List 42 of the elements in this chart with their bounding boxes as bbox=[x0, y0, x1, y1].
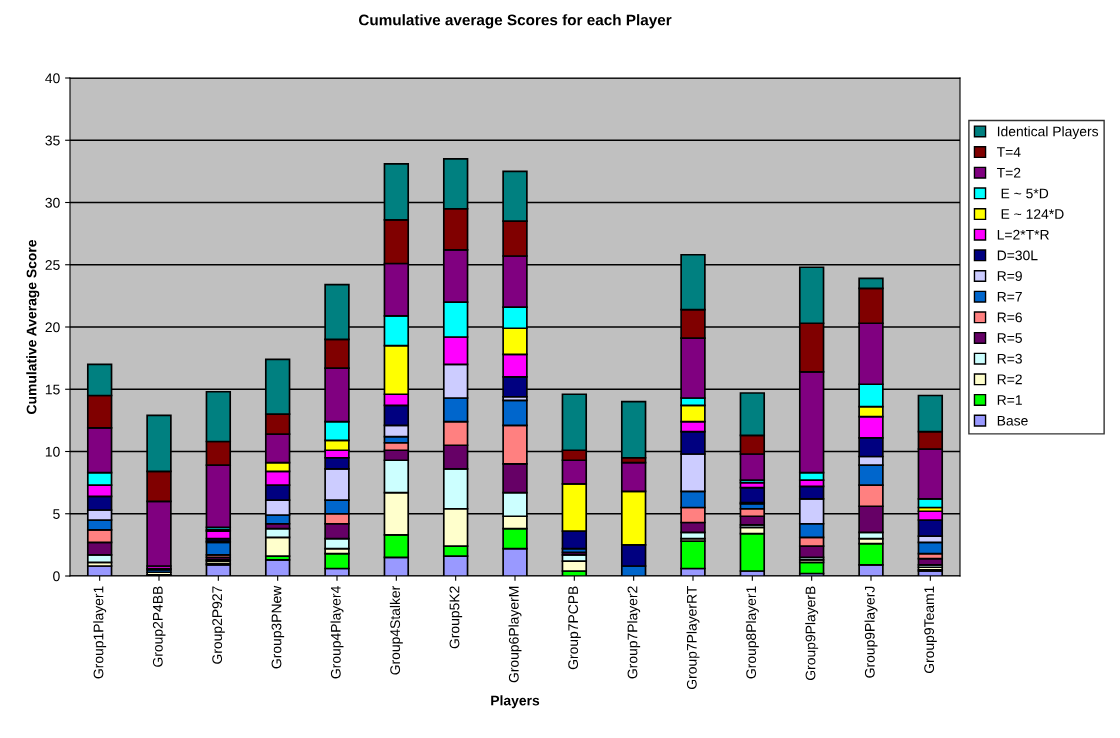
x-tick-label: Group6PlayerM bbox=[508, 586, 522, 683]
y-tick-label: 20 bbox=[45, 322, 60, 333]
legend-label: D=30L bbox=[997, 250, 1038, 261]
x-tick-label: Group7Player2 bbox=[627, 586, 641, 679]
x-tick-label: Group9PlayerJ bbox=[864, 586, 878, 678]
x-tick-label: Group2P4BB bbox=[152, 586, 166, 667]
legend-label: R=1 bbox=[997, 395, 1022, 405]
legend-label: E ~ 5*D bbox=[1001, 188, 1049, 199]
x-tick-label: Group9PlayerB bbox=[805, 586, 819, 680]
y-tick-label: 10 bbox=[45, 446, 60, 457]
x-axis-title: Players bbox=[491, 695, 540, 709]
legend-label: Base bbox=[997, 415, 1028, 426]
y-tick-label: 25 bbox=[45, 260, 60, 270]
y-tick-label: 15 bbox=[45, 384, 60, 395]
legend-label: R=9 bbox=[997, 271, 1022, 281]
legend-label: L=2*T*R bbox=[997, 229, 1049, 240]
legend-label: R=6 bbox=[997, 312, 1022, 323]
x-tick-label: Group7PlayerRT bbox=[686, 586, 700, 689]
x-tick-label: Group4Stalker bbox=[389, 585, 403, 675]
x-tick-label: Group8Player1 bbox=[745, 586, 759, 679]
y-tick-label: 35 bbox=[45, 135, 60, 146]
legend-label: T=4 bbox=[996, 147, 1021, 157]
legend-label: Identical Players bbox=[997, 126, 1099, 140]
x-tick-label: Group5K2 bbox=[449, 586, 463, 649]
legend-label: E ~ 124*D bbox=[1001, 209, 1064, 219]
legend-label: R=5 bbox=[997, 333, 1022, 343]
chart-title: Cumulative average Scores for each Player bbox=[358, 14, 672, 29]
y-axis-title: Cumulative Average Score bbox=[26, 239, 40, 414]
y-tick-label: 5 bbox=[53, 509, 60, 519]
x-tick-label: Group9Team1 bbox=[924, 586, 937, 674]
x-tick-label: Group4Player4 bbox=[330, 586, 344, 679]
y-tick-label: 0 bbox=[53, 571, 60, 582]
y-tick-label: 40 bbox=[45, 73, 60, 84]
x-tick-label: Group1Player1 bbox=[93, 586, 107, 679]
legend-label: R=7 bbox=[997, 291, 1022, 302]
x-tick-label: Group2P927 bbox=[212, 586, 225, 664]
legend-label: R=3 bbox=[997, 353, 1022, 364]
legend-label: R=2 bbox=[997, 374, 1022, 385]
legend-label: T=2 bbox=[996, 167, 1021, 178]
x-tick-label: Group3PNew bbox=[271, 585, 285, 669]
x-tick-label: Group7PCPB bbox=[568, 586, 581, 670]
y-tick-label: 30 bbox=[45, 197, 60, 208]
